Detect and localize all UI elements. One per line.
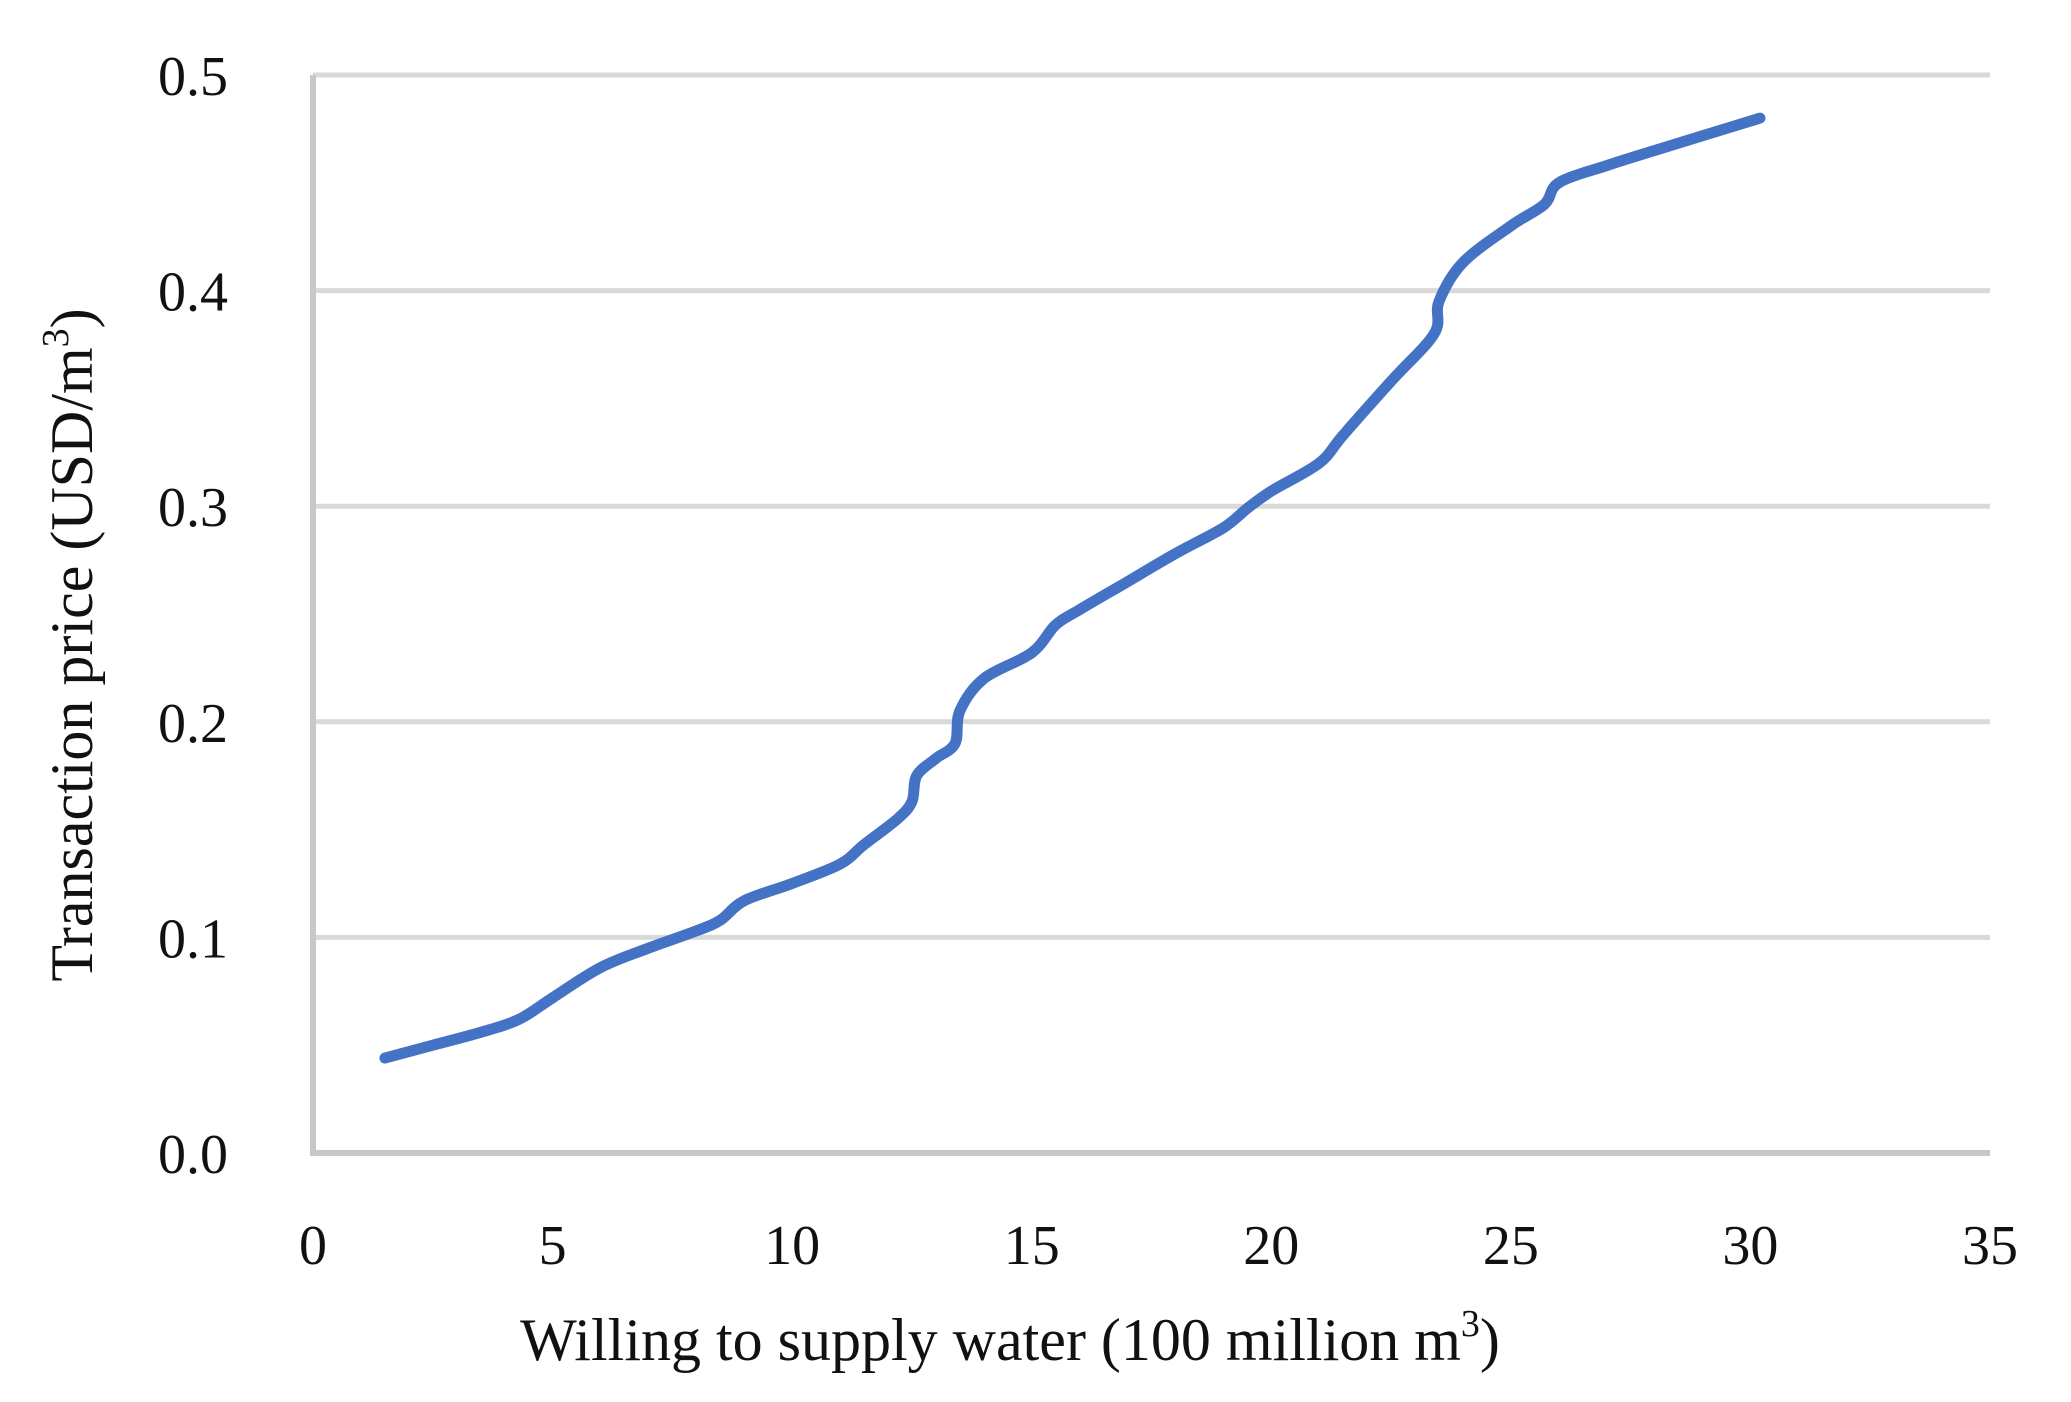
- x-axis-title-close: ): [1480, 1307, 1500, 1373]
- x-tick-label: 30: [1722, 1215, 1778, 1277]
- y-axis-title-text: Transaction price (USD/m: [39, 347, 105, 981]
- x-tick-label: 15: [1004, 1215, 1060, 1277]
- gridlines: [313, 72, 1990, 940]
- y-tick-label: 0.0: [158, 1124, 228, 1186]
- x-axis-title-superscript: 3: [1461, 1303, 1480, 1345]
- series-layer: [379, 112, 1766, 1064]
- y-axis-title: Transaction price (USD/m3): [35, 308, 105, 981]
- y-tick-label: 0.1: [158, 908, 228, 970]
- series-line-0: [379, 112, 1766, 1064]
- y-tick-label: 0.5: [158, 46, 228, 108]
- x-tick-label: 0: [299, 1215, 327, 1277]
- x-tick-label: 25: [1483, 1215, 1539, 1277]
- y-tick-labels: 0.0 0.1 0.2 0.3 0.4 0.5: [158, 46, 228, 1186]
- x-tick-labels: 0 5 10 15 20 25 30 35: [299, 1215, 2018, 1277]
- x-axis-title: Willing to supply water (100 million m3): [520, 1303, 1500, 1373]
- y-axis-title-close: ): [39, 308, 105, 328]
- y-tick-label: 0.4: [158, 262, 228, 324]
- y-tick-label: 0.3: [158, 477, 228, 539]
- x-tick-label: 5: [539, 1215, 567, 1277]
- y-tick-label: 0.2: [158, 693, 228, 755]
- x-tick-label: 35: [1962, 1215, 2018, 1277]
- y-axis-title-superscript: 3: [35, 328, 77, 347]
- x-tick-label: 20: [1243, 1215, 1299, 1277]
- x-axis-title-text: Willing to supply water (100 million m: [520, 1307, 1461, 1373]
- x-tick-label: 10: [764, 1215, 820, 1277]
